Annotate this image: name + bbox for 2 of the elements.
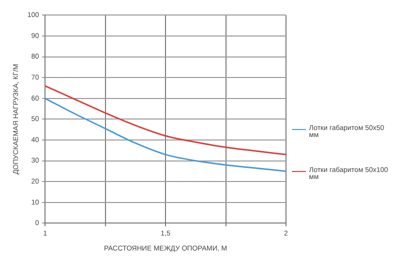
line-series xyxy=(45,85,286,156)
line-series xyxy=(45,98,286,172)
